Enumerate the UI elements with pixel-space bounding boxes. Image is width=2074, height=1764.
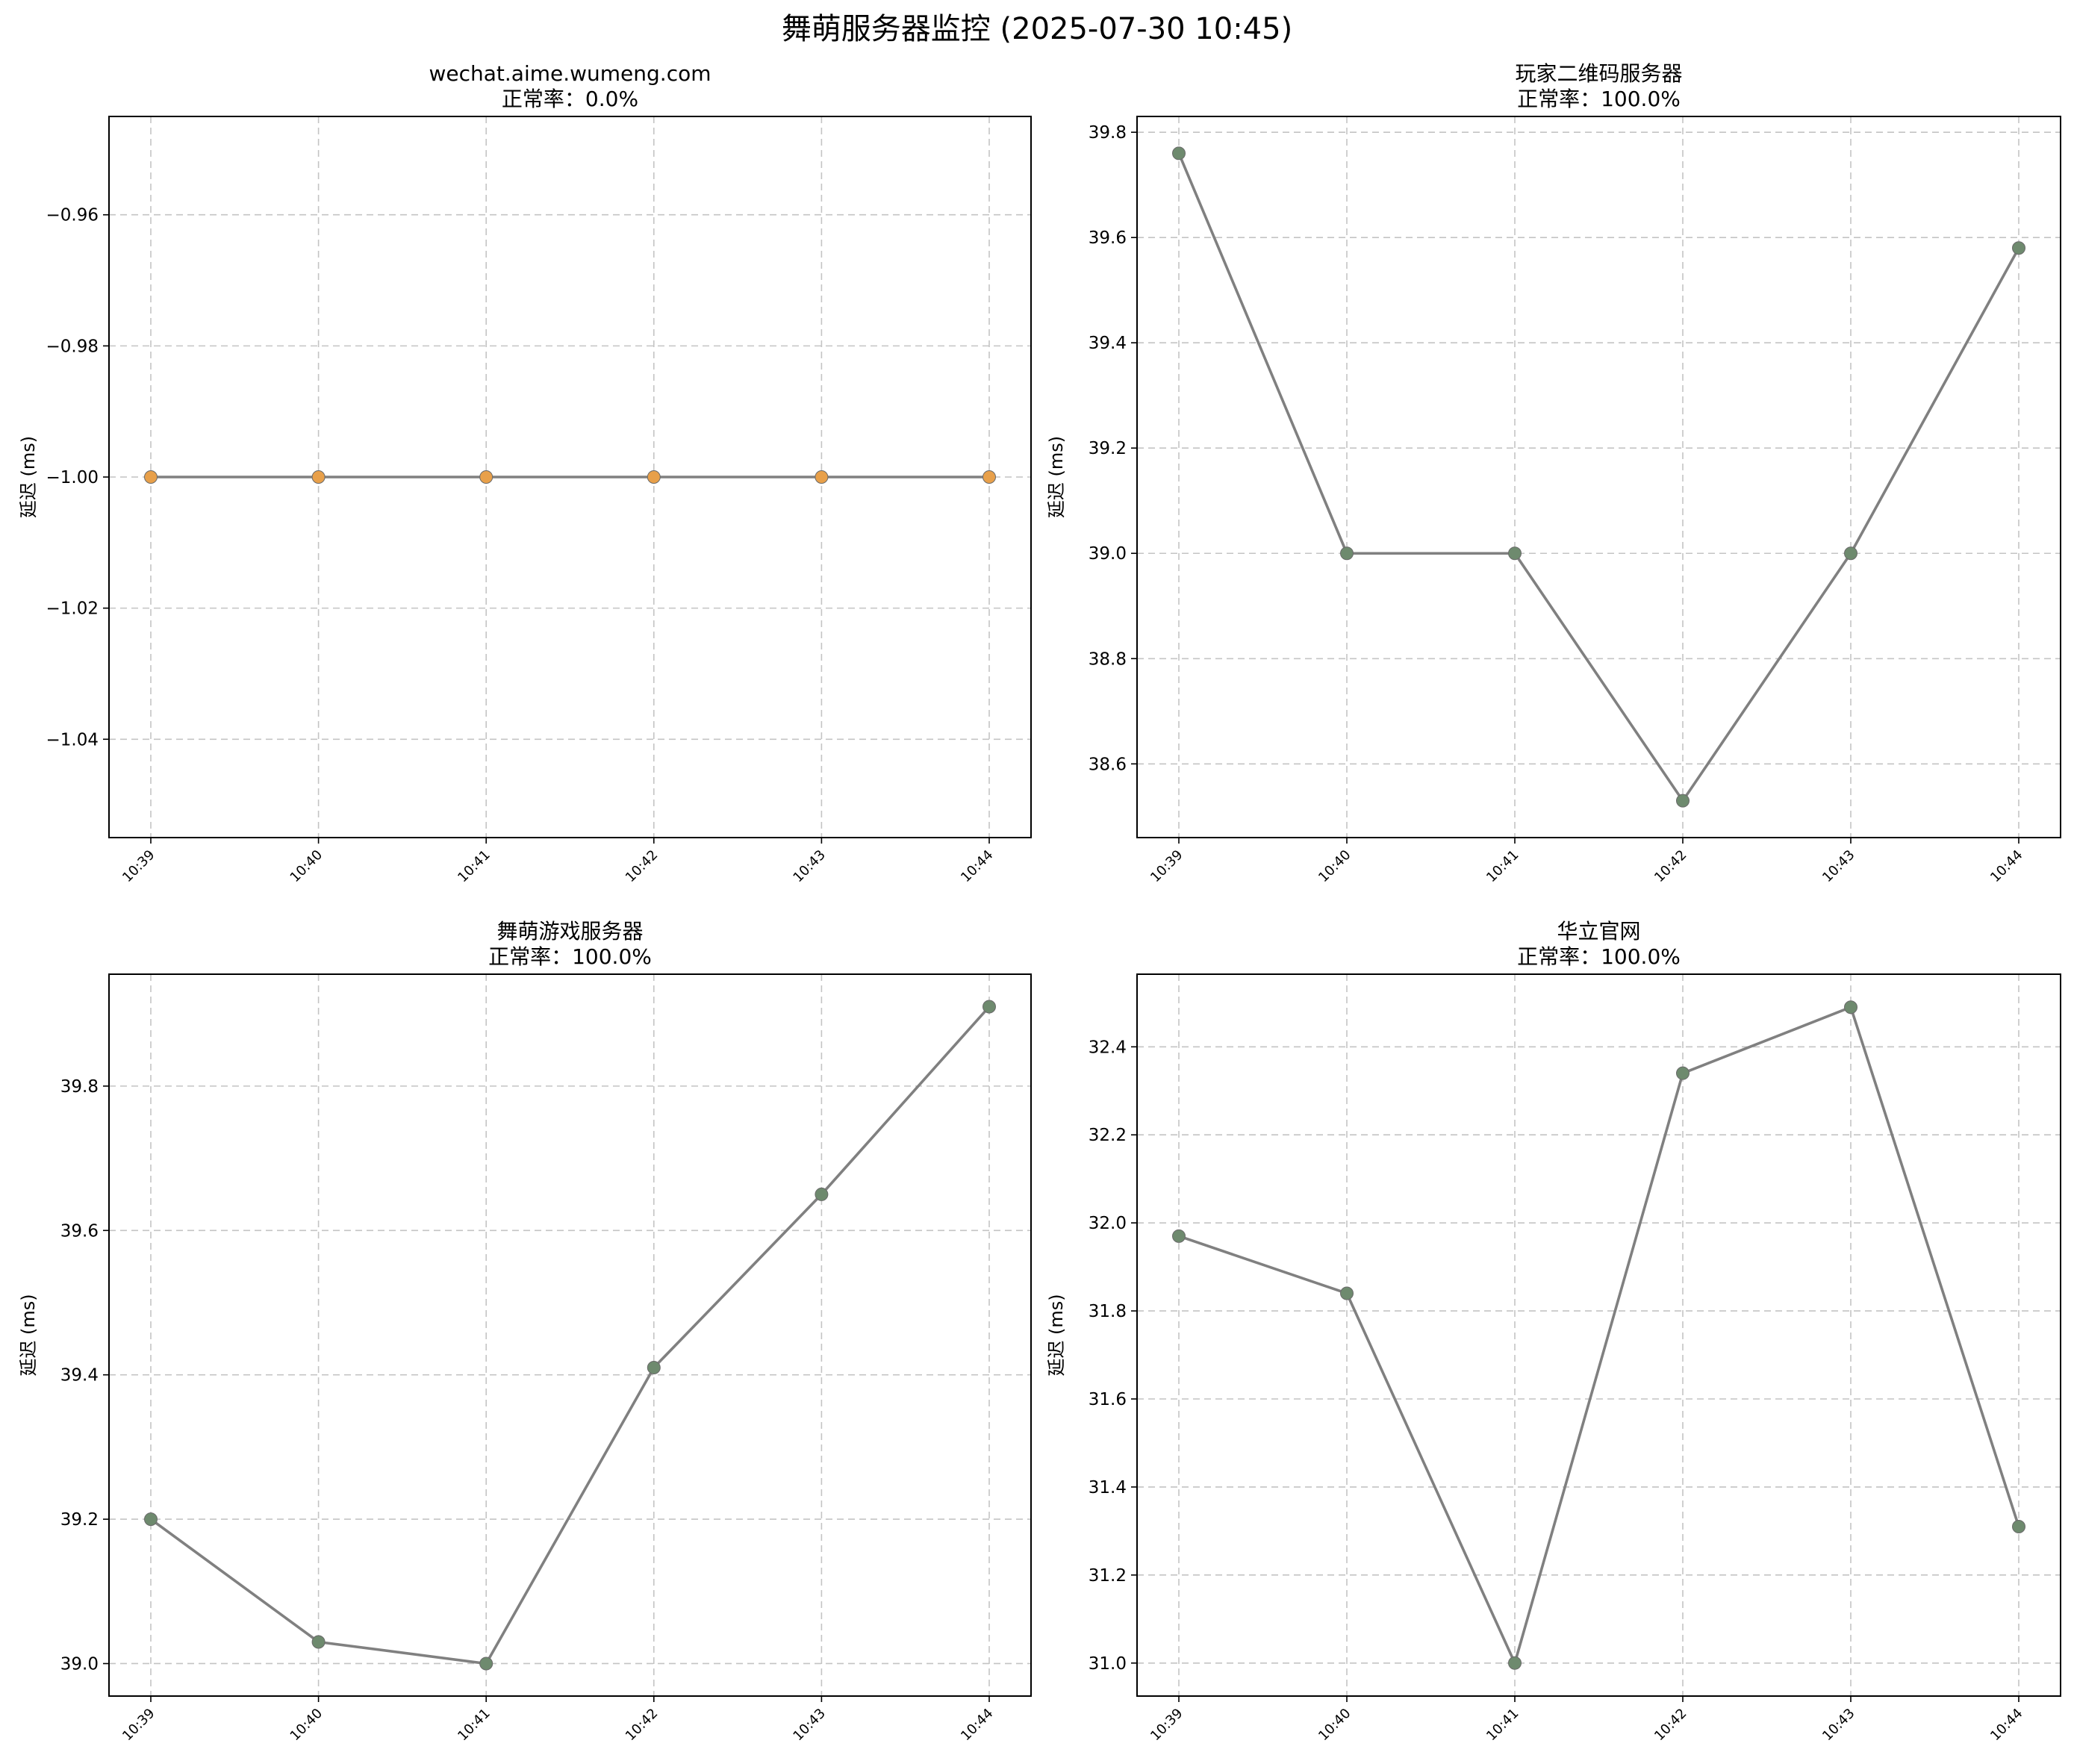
data-point <box>1341 547 1354 560</box>
y-tick-label: 32.0 <box>1089 1214 1127 1233</box>
panel-subtitle: 正常率：100.0% <box>1517 944 1681 969</box>
y-tick-label: 39.6 <box>1089 228 1127 248</box>
panel-title: wechat.aime.wumeng.com <box>429 61 711 86</box>
y-tick-label: 39.6 <box>60 1221 99 1241</box>
y-tick-label: 39.8 <box>60 1077 99 1097</box>
y-tick-label: 38.6 <box>1089 755 1127 774</box>
y-tick-label: 39.2 <box>1089 439 1127 458</box>
y-axis-label: 延迟 (ms) <box>18 1294 39 1376</box>
data-point <box>145 1513 158 1526</box>
panel-title: 玩家二维码服务器 <box>1515 61 1682 86</box>
data-point <box>312 471 325 484</box>
data-point <box>1845 1001 1857 1014</box>
data-point <box>312 1636 325 1648</box>
data-point <box>2013 242 2025 255</box>
data-point <box>480 1657 493 1670</box>
data-point <box>647 471 660 484</box>
y-tick-label: −1.00 <box>46 468 99 487</box>
data-point <box>983 1000 996 1013</box>
y-tick-label: 39.0 <box>1089 544 1127 564</box>
data-point <box>983 471 996 484</box>
y-tick-label: 31.4 <box>1089 1478 1127 1497</box>
y-tick-label: 39.4 <box>60 1366 99 1386</box>
y-tick-label: 31.6 <box>1089 1390 1127 1409</box>
data-point <box>1509 547 1522 560</box>
data-point <box>2013 1520 2025 1533</box>
y-tick-label: −0.98 <box>46 337 99 356</box>
y-tick-label: 32.2 <box>1089 1126 1127 1145</box>
data-point <box>1341 1287 1354 1300</box>
y-tick-label: 31.0 <box>1089 1654 1127 1674</box>
y-tick-label: −0.96 <box>46 206 99 225</box>
panel-title: 舞萌游戏服务器 <box>496 919 643 944</box>
y-tick-label: 39.4 <box>1089 334 1127 353</box>
panel-subtitle: 正常率：100.0% <box>1517 87 1681 111</box>
data-point <box>1677 1067 1690 1079</box>
y-axis-label: 延迟 (ms) <box>18 436 39 518</box>
data-point <box>1509 1657 1522 1669</box>
y-tick-label: 39.8 <box>1089 123 1127 143</box>
y-axis-label: 延迟 (ms) <box>1046 436 1067 518</box>
data-point <box>815 471 828 484</box>
data-point <box>1173 1229 1186 1242</box>
data-point <box>1845 547 1857 560</box>
data-point <box>1173 147 1186 160</box>
panel-subtitle: 正常率：100.0% <box>488 944 652 969</box>
y-tick-label: 39.2 <box>60 1510 99 1530</box>
y-tick-label: 39.0 <box>60 1654 99 1674</box>
y-axis-label: 延迟 (ms) <box>1046 1294 1067 1376</box>
y-tick-label: 32.4 <box>1089 1038 1127 1057</box>
data-point <box>480 471 493 484</box>
y-tick-label: −1.02 <box>46 599 99 619</box>
figure-title: 舞萌服务器监控 (2025-07-30 10:45) <box>782 12 1292 46</box>
data-point <box>815 1188 828 1200</box>
y-tick-label: 38.8 <box>1089 649 1127 669</box>
y-tick-label: 31.8 <box>1089 1302 1127 1321</box>
y-tick-label: −1.04 <box>46 730 99 749</box>
data-point <box>1677 794 1690 807</box>
data-point <box>145 471 158 484</box>
panel-title: 华立官网 <box>1557 919 1640 944</box>
panel-subtitle: 正常率：0.0% <box>502 87 638 111</box>
y-tick-label: 31.2 <box>1089 1566 1127 1586</box>
data-point <box>647 1362 660 1374</box>
